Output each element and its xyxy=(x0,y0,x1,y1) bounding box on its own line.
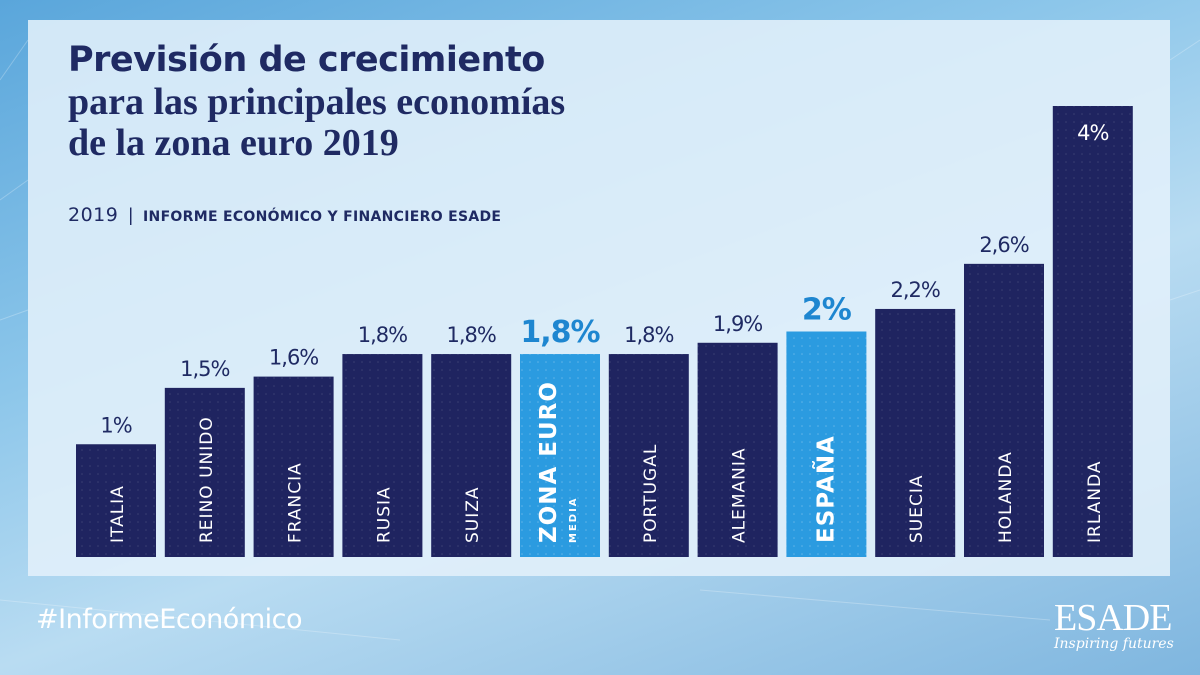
title-line-1: Previsión de crecimiento xyxy=(68,40,545,80)
subtitle-separator: | xyxy=(128,205,134,225)
chart-title: Previsión de crecimiento para las princi… xyxy=(68,38,748,164)
category-label-rusia: RUSIA xyxy=(374,486,394,543)
value-label-holanda: 2,6% xyxy=(979,233,1028,257)
value-label-suiza: 1,8% xyxy=(447,323,496,347)
value-label-zona-euro: 1,8% xyxy=(520,315,600,350)
category-label-portugal: PORTUGAL xyxy=(641,444,661,543)
bar-texture-suiza xyxy=(431,354,512,557)
category-label-irlanda: IRLANDA xyxy=(1085,461,1105,543)
value-label-reino-unido: 1,5% xyxy=(180,357,229,381)
value-label-italia: 1% xyxy=(100,413,131,437)
esade-logo: ESADE Inspiring futures xyxy=(1054,598,1184,652)
value-label-portugal: 1,8% xyxy=(624,323,673,347)
category-sublabel-zona-euro: MEDIA xyxy=(568,496,579,543)
value-label-irlanda: 4% xyxy=(1077,121,1108,145)
category-label-reino-unido: REINO UNIDO xyxy=(197,416,217,543)
subtitle-source: INFORME ECONÓMICO Y FINANCIERO ESADE xyxy=(143,209,502,225)
bar-texture-italia xyxy=(76,444,156,557)
logo-name: ESADE xyxy=(1054,597,1172,639)
bar-texture-irlanda xyxy=(1052,106,1133,557)
title-line-3: de la zona euro 2019 xyxy=(68,122,399,164)
category-label-zona-euro: ZONA EURO xyxy=(536,381,562,543)
logo-tagline: Inspiring futures xyxy=(1054,636,1174,652)
value-label-rusia: 1,8% xyxy=(358,323,407,347)
value-label-suecia: 2,2% xyxy=(891,278,940,302)
hashtag[interactable]: #InformeEconómico xyxy=(36,604,302,635)
value-label-francia: 1,6% xyxy=(269,346,318,370)
category-label-italia: ITALIA xyxy=(108,485,128,543)
category-label-suecia: SUECIA xyxy=(907,475,927,544)
bar-texture-francia xyxy=(253,376,334,557)
bar-texture-alemania xyxy=(697,342,778,557)
category-label-francia: FRANCIA xyxy=(286,462,306,543)
category-label-alemania: ALEMANIA xyxy=(730,448,750,544)
bar-texture-rusia xyxy=(342,354,423,557)
bar-texture-suecia xyxy=(875,308,956,557)
category-label-suiza: SUIZA xyxy=(463,486,483,543)
subtitle-year: 2019 xyxy=(68,204,119,226)
bar-texture-españa xyxy=(786,331,867,557)
bar-texture-zona-euro xyxy=(520,354,600,557)
chart-subtitle: 2019 | INFORME ECONÓMICO Y FINANCIERO ESAD… xyxy=(68,204,501,226)
bar-texture-holanda xyxy=(964,263,1044,557)
category-label-holanda: HOLANDA xyxy=(996,451,1016,543)
value-label-alemania: 1,9% xyxy=(713,312,762,336)
bar-texture-reino-unido xyxy=(164,387,245,557)
bar-texture-portugal xyxy=(608,354,689,557)
category-label-españa: ESPAÑA xyxy=(811,435,839,543)
value-label-españa: 2% xyxy=(802,293,852,328)
title-line-2: para las principales economías xyxy=(68,81,566,123)
